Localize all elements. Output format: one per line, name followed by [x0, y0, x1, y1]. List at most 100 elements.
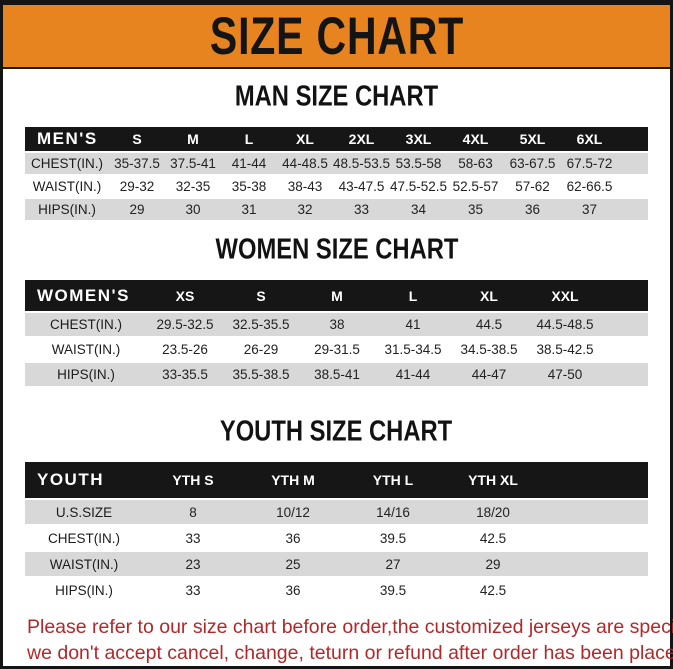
size-value-cell: 29 [485, 556, 501, 572]
size-value-cell: 38-43 [287, 179, 323, 194]
size-value-cell: 63-67.5 [509, 156, 556, 171]
filler-cell [603, 280, 648, 311]
row-label-cell: HIPS(IN.) [57, 367, 115, 382]
size-value-cell: 18/20 [476, 504, 510, 520]
size-value-cell: 41 [405, 317, 421, 332]
column-header-cell: 6XL [576, 131, 603, 147]
size-value-cell: 38.5-42.5 [536, 342, 594, 357]
filler-cell [543, 500, 648, 524]
filler-cell [618, 127, 648, 151]
column-header-cell: YTH S [172, 472, 214, 488]
column-header-cell: YTH XL [468, 472, 518, 488]
size-value-cell: 25 [285, 556, 301, 572]
size-value-cell: 26-29 [243, 342, 279, 357]
size-value-cell: 36 [285, 582, 301, 598]
size-value-cell: 41-44 [231, 156, 267, 171]
size-value-cell: 23.5-26 [162, 342, 208, 357]
size-value-cell: 38.5-41 [314, 367, 360, 382]
size-value-cell: 37.5-41 [170, 156, 216, 171]
size-value-cell: 32 [297, 202, 313, 217]
size-value-cell: 34.5-38.5 [460, 342, 518, 357]
size-value-cell: 44.5 [475, 317, 503, 332]
filler-cell [618, 199, 648, 220]
table-row: WAIST(IN.) 23.5-26 26-29 29-31.5 31.5-34… [25, 338, 648, 361]
title-banner: SIZE CHART [3, 5, 670, 69]
table-row: U.S.SIZE 8 10/12 14/16 18/20 [25, 500, 648, 524]
size-value-cell: 44.5-48.5 [536, 317, 594, 332]
column-header-cell: 4XL [462, 131, 489, 147]
column-header-cell: M [187, 131, 199, 147]
column-header-cell: L [244, 131, 254, 147]
size-value-cell: 30 [185, 202, 201, 217]
youth-header-row: YOUTH YTH S YTH M YTH L YTH XL [25, 462, 648, 498]
row-label-cell: HIPS(IN.) [38, 202, 96, 217]
size-value-cell: 35-37.5 [114, 156, 160, 171]
youth-section-heading: YOUTH SIZE CHART [3, 415, 670, 451]
row-label-cell: WAIST(IN.) [49, 556, 119, 572]
women-section-heading-text: WOMEN SIZE CHART [215, 233, 458, 265]
column-header-cell: YTH M [271, 472, 315, 488]
footer-note: Please refer to our size chart before or… [27, 614, 673, 666]
size-value-cell: 44-48.5 [282, 156, 328, 171]
filler-cell [603, 363, 648, 386]
youth-table-title: YOUTH [37, 470, 104, 489]
size-value-cell: 38 [329, 317, 345, 332]
page-title: SIZE CHART [209, 6, 464, 66]
size-value-cell: 67.5-72 [566, 156, 613, 171]
women-header-row: WOMEN'S XS S M L XL XXL [25, 280, 648, 311]
footer-line-2: we don't accept cancel, change, teturn o… [27, 642, 673, 664]
women-size-table: WOMEN'S XS S M L XL XXL CHEST(IN.) 29.5-… [25, 278, 648, 388]
size-value-cell: 29-32 [119, 179, 155, 194]
size-value-cell: 34 [410, 202, 427, 217]
size-value-cell: 14/16 [376, 504, 410, 520]
size-value-cell: 29-31.5 [314, 342, 360, 357]
filler-cell [543, 462, 648, 498]
table-row: WAIST(IN.) 29-32 32-35 35-38 38-43 43-47… [25, 176, 648, 197]
women-section-heading: WOMEN SIZE CHART [3, 233, 670, 269]
size-value-cell: 33-35.5 [162, 367, 208, 382]
size-value-cell: 42.5 [479, 530, 507, 546]
column-header-cell: S [132, 131, 142, 147]
column-header-cell: 3XL [405, 131, 432, 147]
column-header-cell: 5XL [519, 131, 546, 147]
size-value-cell: 32-35 [175, 179, 211, 194]
size-value-cell: 52.5-57 [452, 179, 499, 194]
size-value-cell: 31 [241, 202, 257, 217]
table-row: HIPS(IN.) 33 36 39.5 42.5 [25, 578, 648, 602]
table-row: CHEST(IN.) 35-37.5 37.5-41 41-44 44-48.5… [25, 153, 648, 174]
size-value-cell: 10/12 [276, 504, 310, 520]
size-value-cell: 33 [185, 530, 201, 546]
size-value-cell: 31.5-34.5 [384, 342, 442, 357]
size-value-cell: 39.5 [379, 582, 407, 598]
size-value-cell: 35 [467, 202, 484, 217]
men-table-title: MEN'S [37, 129, 98, 148]
size-value-cell: 48.5-53.5 [333, 156, 390, 171]
table-row: HIPS(IN.) 33-35.5 35.5-38.5 38.5-41 41-4… [25, 363, 648, 386]
size-value-cell: 47.5-52.5 [390, 179, 447, 194]
men-section-heading: MAN SIZE CHART [3, 80, 670, 116]
filler-cell [603, 313, 648, 336]
filler-cell [618, 176, 648, 197]
table-row: CHEST(IN.) 33 36 39.5 42.5 [25, 526, 648, 550]
size-value-cell: 27 [385, 556, 401, 572]
size-value-cell: 36 [285, 530, 301, 546]
filler-cell [618, 153, 648, 174]
column-header-cell: L [408, 287, 418, 304]
row-label-cell: WAIST(IN.) [32, 179, 102, 194]
column-header-cell: XXL [551, 287, 579, 304]
column-header-cell: M [331, 287, 343, 304]
size-value-cell: 35.5-38.5 [232, 367, 290, 382]
size-value-cell: 41-44 [395, 367, 431, 382]
row-label-cell: U.S.SIZE [55, 504, 113, 520]
size-value-cell: 58-63 [458, 156, 493, 171]
youth-size-table: YOUTH YTH S YTH M YTH L YTH XL U.S.SIZE … [25, 460, 648, 604]
men-section-heading-text: MAN SIZE CHART [234, 80, 439, 112]
column-header-cell: YTH L [372, 472, 414, 488]
size-value-cell: 29 [129, 202, 145, 217]
size-value-cell: 33 [185, 582, 201, 598]
table-row: CHEST(IN.) 29.5-32.5 32.5-35.5 38 41 44.… [25, 313, 648, 336]
filler-cell [543, 526, 648, 550]
size-value-cell: 53.5-58 [395, 156, 442, 171]
men-size-table: MEN'S S M L XL 2XL 3XL 4XL 5XL 6XL CHEST… [25, 125, 648, 222]
